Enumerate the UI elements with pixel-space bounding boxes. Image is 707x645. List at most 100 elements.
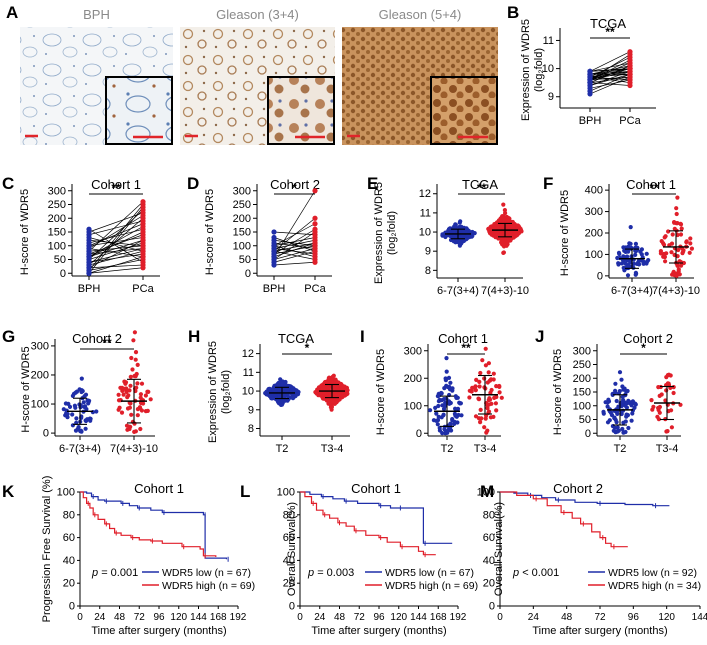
p-value: p = 0.003 bbox=[307, 567, 354, 579]
dot-low bbox=[623, 261, 628, 266]
y-tick-label: 20 bbox=[63, 578, 75, 590]
survival-curve-low bbox=[300, 491, 453, 544]
dot-high bbox=[503, 211, 508, 216]
pair-line bbox=[589, 76, 631, 95]
dot-low bbox=[278, 377, 283, 382]
dot-low bbox=[437, 428, 442, 433]
dot-high bbox=[486, 409, 492, 414]
dot-high bbox=[659, 239, 664, 244]
p-value-symbol: p bbox=[307, 567, 317, 579]
dot-low bbox=[70, 393, 75, 398]
point-pca bbox=[140, 245, 146, 252]
y-tick-label: 80 bbox=[283, 509, 295, 521]
y-tick-label: 12 bbox=[419, 188, 431, 200]
dot-low bbox=[464, 226, 469, 231]
point-bph bbox=[271, 243, 277, 249]
point-pca bbox=[140, 237, 146, 243]
dot-high bbox=[663, 259, 668, 264]
x-axis-label: Time after surgery (months) bbox=[311, 625, 446, 637]
legend-label: WDR5 high (n = 69) bbox=[385, 580, 478, 592]
dot-low bbox=[448, 233, 453, 238]
chart-panel-e: E TCGA 8 9 10 11 12 6-7(3+4) 7(4+3)-10 Expression… bbox=[367, 174, 529, 297]
y-tick-label: 50 bbox=[579, 414, 591, 426]
dot-high bbox=[512, 221, 517, 227]
dot-low bbox=[442, 403, 448, 409]
y-tick-label: 100 bbox=[585, 249, 603, 261]
y-tick-label: 40 bbox=[63, 555, 75, 567]
dot-high bbox=[333, 379, 338, 384]
y-tick-label: 20 bbox=[483, 578, 495, 590]
y-axis-label: H-score of WDR5 bbox=[19, 189, 31, 275]
y-tick-label: 80 bbox=[63, 509, 75, 521]
point-pca bbox=[627, 54, 633, 60]
panel-letter: J bbox=[535, 327, 544, 346]
dot-high bbox=[331, 387, 336, 392]
dot-low bbox=[436, 403, 441, 409]
pair-line bbox=[88, 264, 144, 269]
point-bph bbox=[587, 91, 593, 97]
dot-high bbox=[128, 383, 133, 388]
x-tick-label: 72 bbox=[354, 612, 366, 623]
dot-high bbox=[674, 206, 679, 211]
point-pca bbox=[627, 74, 633, 80]
dot-low bbox=[444, 396, 449, 401]
dot-low bbox=[616, 262, 621, 267]
pair-line bbox=[88, 223, 144, 247]
dot-high bbox=[484, 413, 489, 418]
pair-line bbox=[88, 237, 144, 247]
dot-low bbox=[436, 393, 442, 398]
y-tick-label: 100 bbox=[573, 400, 591, 412]
significance-label: ** bbox=[461, 341, 471, 355]
chart-panel-l: L Cohort 1 0 20 40 60 80 100 0 24 48 72 96 120 144 168 1… bbox=[240, 481, 478, 637]
dot-high bbox=[326, 385, 331, 390]
y-axis-label: (log₂fold) bbox=[220, 370, 232, 414]
dot-low bbox=[633, 402, 638, 407]
dot-low bbox=[434, 418, 439, 423]
significance-label: ** bbox=[649, 181, 659, 195]
dot-low bbox=[282, 395, 287, 400]
point-pca bbox=[140, 199, 146, 205]
dot-high bbox=[494, 394, 499, 400]
micrograph-title: Gleason (3+4) bbox=[216, 7, 299, 22]
point-bph bbox=[86, 240, 92, 246]
chart-panel-f: F Cohort 1 0 100 200 300 400 6-7(3+4) 7(4+3)-10 H… bbox=[543, 174, 700, 297]
point-pca bbox=[312, 221, 318, 227]
dot-high bbox=[138, 395, 143, 400]
pair-line bbox=[273, 248, 316, 255]
x-tick-label: 96 bbox=[153, 612, 165, 623]
dot-high bbox=[122, 379, 127, 384]
pair-line bbox=[88, 239, 144, 247]
dot-low bbox=[633, 252, 638, 257]
legend-label: WDR5 high (n = 69) bbox=[162, 580, 255, 592]
y-tick-label: 100 bbox=[48, 240, 66, 252]
dot-low bbox=[428, 408, 433, 413]
point-bph bbox=[587, 77, 593, 83]
chart-title: Cohort 2 bbox=[553, 481, 603, 496]
dot-low bbox=[610, 392, 615, 397]
dot-low bbox=[613, 388, 618, 393]
dot-low bbox=[615, 425, 620, 430]
x-tick-label: 72 bbox=[134, 612, 146, 623]
point-bph bbox=[271, 229, 277, 235]
y-tick-label: 80 bbox=[483, 509, 495, 521]
point-pca bbox=[312, 234, 318, 241]
dot-high bbox=[145, 389, 150, 394]
micrograph-inset bbox=[430, 76, 498, 145]
dot-high bbox=[328, 397, 334, 402]
y-tick-label: 0 bbox=[585, 428, 591, 440]
dot-high bbox=[138, 392, 143, 397]
y-tick-label: 200 bbox=[31, 369, 49, 381]
dot-high bbox=[519, 228, 524, 233]
y-tick-label: 0 bbox=[43, 428, 49, 440]
y-tick-label: 300 bbox=[573, 345, 591, 357]
dot-low bbox=[621, 387, 626, 392]
panel-a: A BPH Gleason (3+4) Gleason (5+4) bbox=[6, 3, 498, 145]
dot-high bbox=[138, 426, 143, 432]
significance-label: * bbox=[305, 341, 310, 355]
dot-low bbox=[275, 398, 280, 403]
y-tick-label: 0 bbox=[597, 270, 603, 282]
point-pca bbox=[140, 218, 146, 224]
chart-panel-g: G Cohort 2 0 100 200 300 6-7(3+4) 7(4+3)-10 H-sc… bbox=[2, 327, 158, 455]
